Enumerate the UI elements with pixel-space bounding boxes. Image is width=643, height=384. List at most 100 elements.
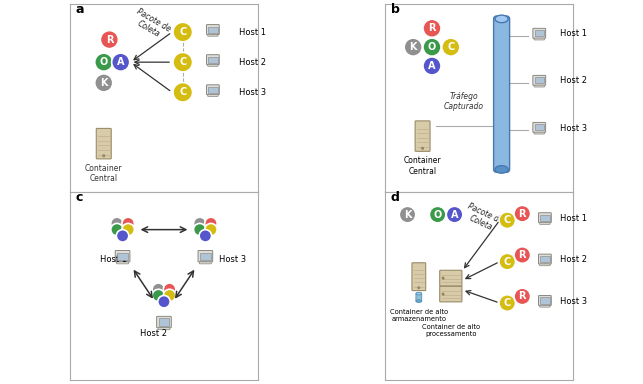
Circle shape: [446, 206, 463, 223]
FancyBboxPatch shape: [494, 16, 510, 172]
Text: K: K: [404, 210, 412, 220]
Text: Host 1: Host 1: [239, 28, 266, 36]
Text: Container de alto
processamento: Container de alto processamento: [422, 324, 480, 337]
Circle shape: [95, 74, 113, 92]
Circle shape: [100, 31, 118, 49]
FancyBboxPatch shape: [206, 85, 219, 95]
Text: Host 2: Host 2: [239, 58, 266, 67]
Ellipse shape: [495, 15, 508, 23]
Circle shape: [514, 288, 530, 305]
Circle shape: [152, 289, 165, 302]
FancyBboxPatch shape: [157, 316, 171, 328]
Text: C: C: [503, 215, 511, 225]
Circle shape: [204, 223, 217, 236]
FancyBboxPatch shape: [533, 122, 546, 132]
Ellipse shape: [495, 166, 508, 173]
Text: C: C: [179, 27, 186, 37]
FancyBboxPatch shape: [208, 94, 218, 96]
Text: c: c: [75, 191, 83, 204]
FancyBboxPatch shape: [440, 286, 462, 302]
Ellipse shape: [416, 292, 422, 295]
Text: Host 3: Host 3: [239, 88, 266, 97]
Text: A: A: [428, 61, 436, 71]
FancyBboxPatch shape: [538, 254, 551, 264]
Circle shape: [442, 38, 460, 56]
Circle shape: [152, 283, 165, 296]
FancyBboxPatch shape: [199, 262, 212, 264]
FancyBboxPatch shape: [208, 65, 218, 66]
Circle shape: [399, 206, 416, 223]
FancyBboxPatch shape: [440, 270, 462, 286]
Circle shape: [122, 217, 134, 230]
FancyBboxPatch shape: [540, 215, 550, 221]
Text: a: a: [75, 3, 84, 16]
Circle shape: [442, 277, 444, 279]
Text: C: C: [503, 298, 511, 308]
FancyBboxPatch shape: [534, 85, 545, 87]
FancyBboxPatch shape: [539, 264, 550, 266]
Text: K: K: [100, 78, 107, 88]
Circle shape: [95, 53, 113, 71]
Text: b: b: [390, 3, 399, 16]
Circle shape: [111, 217, 123, 230]
Text: O: O: [433, 210, 442, 220]
FancyBboxPatch shape: [115, 250, 130, 262]
FancyBboxPatch shape: [538, 296, 551, 306]
Circle shape: [122, 223, 134, 236]
Text: Host 3: Host 3: [219, 255, 246, 264]
Circle shape: [404, 38, 422, 56]
Circle shape: [442, 293, 444, 295]
Text: Container
Central: Container Central: [85, 164, 123, 183]
Text: Container de alto
armazenamento: Container de alto armazenamento: [390, 309, 448, 322]
Circle shape: [194, 223, 206, 236]
Circle shape: [430, 206, 446, 223]
FancyBboxPatch shape: [412, 263, 426, 291]
Text: Host 1: Host 1: [560, 30, 587, 38]
Circle shape: [204, 217, 217, 230]
Circle shape: [514, 247, 530, 263]
FancyBboxPatch shape: [415, 121, 430, 151]
Text: A: A: [451, 210, 458, 220]
FancyBboxPatch shape: [534, 30, 544, 36]
FancyBboxPatch shape: [533, 75, 546, 85]
Circle shape: [499, 253, 516, 270]
Text: Tráfego
Capturado: Tráfego Capturado: [444, 92, 484, 111]
FancyBboxPatch shape: [206, 55, 219, 65]
Circle shape: [103, 155, 105, 157]
FancyBboxPatch shape: [198, 250, 213, 262]
FancyBboxPatch shape: [116, 262, 129, 264]
Text: R: R: [518, 250, 526, 260]
Text: Host 2: Host 2: [560, 76, 587, 86]
FancyBboxPatch shape: [96, 128, 111, 159]
FancyBboxPatch shape: [200, 253, 211, 260]
Text: R: R: [518, 209, 526, 218]
Text: Host 2: Host 2: [140, 329, 167, 338]
Circle shape: [163, 289, 176, 302]
FancyBboxPatch shape: [206, 25, 219, 35]
Circle shape: [421, 147, 424, 149]
Text: C: C: [503, 257, 511, 266]
FancyBboxPatch shape: [533, 28, 546, 38]
Ellipse shape: [416, 300, 422, 303]
Circle shape: [423, 57, 441, 75]
FancyBboxPatch shape: [158, 328, 170, 330]
Circle shape: [111, 223, 123, 236]
Text: Host 1: Host 1: [100, 255, 127, 264]
Text: R: R: [428, 23, 436, 33]
Circle shape: [194, 217, 206, 230]
FancyBboxPatch shape: [534, 38, 545, 40]
Text: R: R: [105, 35, 113, 45]
Circle shape: [418, 287, 420, 289]
Circle shape: [423, 38, 441, 56]
FancyBboxPatch shape: [534, 124, 544, 131]
FancyBboxPatch shape: [208, 56, 217, 63]
Text: Host 2: Host 2: [560, 255, 587, 264]
FancyBboxPatch shape: [540, 298, 550, 304]
Text: C: C: [179, 57, 186, 67]
Text: O: O: [100, 57, 108, 67]
Circle shape: [116, 230, 129, 242]
Circle shape: [173, 83, 192, 102]
Text: C: C: [447, 42, 455, 52]
Text: K: K: [410, 42, 417, 52]
Circle shape: [163, 283, 176, 296]
